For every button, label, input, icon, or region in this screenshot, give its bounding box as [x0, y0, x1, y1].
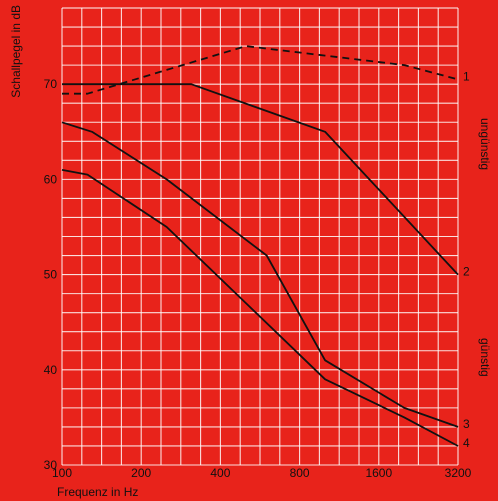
- series-label-3: 3: [463, 417, 470, 431]
- chart-series: 1 2 3 4: [61, 45, 470, 450]
- y-tick-label: 30: [44, 458, 58, 472]
- x-axis-label: Frequenz in Hz: [57, 485, 138, 499]
- series-label-4: 4: [463, 436, 470, 450]
- x-tick-label: 100: [52, 466, 72, 480]
- y-tick-label: 70: [44, 77, 58, 91]
- x-tick-label: 1600: [365, 466, 392, 480]
- x-tick-label: 200: [131, 466, 151, 480]
- annotation-unfavorable: ungünstig: [478, 118, 492, 170]
- x-tick-labels: 100 200 400 800 1600 3200: [52, 466, 472, 480]
- series-line-2: [62, 83, 459, 276]
- series-line-1: [62, 45, 459, 95]
- annotation-favorable: günstig: [478, 338, 492, 377]
- x-tick-label: 400: [210, 466, 230, 480]
- series-line-4: [61, 169, 459, 447]
- series-label-2: 2: [463, 265, 470, 279]
- y-axis-label: Schallpegel in dB: [9, 5, 23, 98]
- y-tick-label: 40: [44, 363, 58, 377]
- y-tick-label: 60: [44, 172, 58, 186]
- series-label-1: 1: [463, 69, 470, 83]
- y-tick-label: 50: [44, 268, 58, 282]
- x-tick-label: 3200: [445, 466, 472, 480]
- series-line-3: [61, 121, 459, 428]
- chart-grid: [61, 7, 459, 466]
- y-tick-labels: 30 40 50 60 70: [44, 77, 58, 472]
- x-tick-label: 800: [290, 466, 310, 480]
